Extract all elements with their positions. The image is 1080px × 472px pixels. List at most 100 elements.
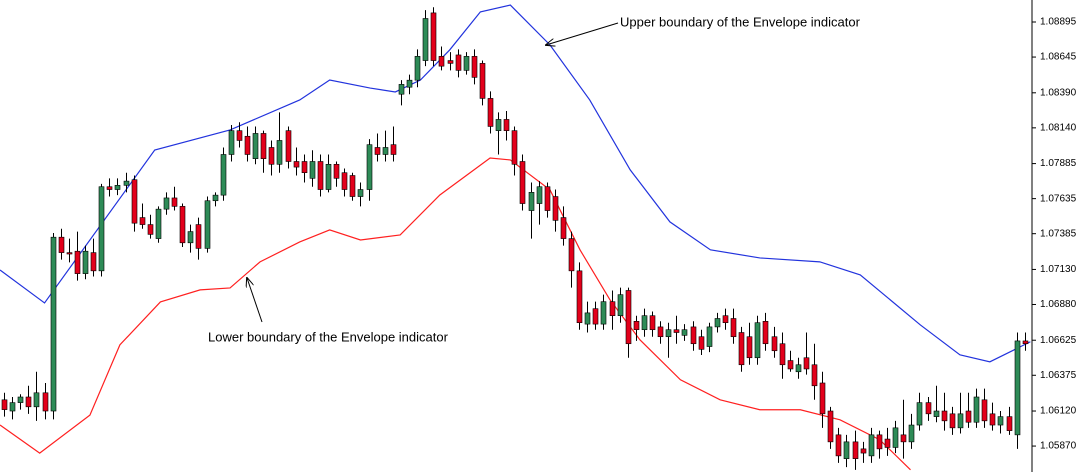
candle-body [925, 402, 932, 415]
candle-body [220, 154, 227, 196]
candle-body [325, 163, 332, 190]
y-tick-label: 1.07635 [1040, 193, 1077, 204]
candle-body [625, 290, 632, 345]
candle-body [544, 186, 551, 211]
candle-body [811, 364, 818, 387]
candle-body [204, 200, 211, 249]
candle-body [495, 119, 502, 131]
candle-body [228, 130, 235, 155]
candle-body [884, 438, 891, 448]
candle-body [1, 399, 8, 410]
candle-body [74, 250, 81, 274]
candle-body [722, 315, 729, 324]
y-tick-label: 1.05870 [1040, 441, 1077, 452]
candle-body [357, 189, 364, 197]
candle-body [779, 343, 786, 366]
candle-body [600, 301, 607, 325]
candle-body [536, 186, 543, 204]
candle-body [139, 217, 146, 225]
candle-body [617, 294, 624, 316]
candle-body [1022, 340, 1029, 345]
candle-body [730, 318, 737, 338]
candle-body [147, 224, 154, 235]
candle-body [438, 56, 445, 67]
candle-body [981, 399, 988, 422]
candle-body [576, 270, 583, 324]
candle-body [835, 434, 842, 457]
candle-body [916, 402, 923, 426]
y-tick-label: 1.08895 [1040, 17, 1077, 28]
candle-body [1014, 340, 1021, 436]
candle-body [317, 161, 324, 190]
candle-body [131, 179, 138, 224]
candle-body [9, 402, 16, 412]
candle-body [374, 147, 381, 155]
candle-body [163, 197, 170, 210]
candle-body [860, 448, 867, 454]
candle-body [503, 119, 510, 131]
candle-body [179, 206, 186, 244]
candle-body [42, 392, 49, 412]
candle-body [908, 424, 915, 443]
candle-body [25, 396, 32, 408]
candle-body [349, 175, 356, 197]
candle-body [382, 147, 389, 155]
candle-body [268, 147, 275, 165]
y-tick-label: 1.06880 [1040, 299, 1077, 310]
candle-body [123, 180, 130, 186]
candle-body [422, 18, 429, 61]
candle-body [681, 329, 688, 336]
candle-body [528, 192, 535, 211]
candle-body [390, 144, 397, 155]
candle-body [754, 322, 761, 359]
y-tick-label: 1.07385 [1040, 228, 1077, 239]
y-tick-label: 1.06625 [1040, 335, 1077, 346]
candle-body [463, 56, 470, 71]
candle-body [333, 163, 340, 179]
candle-body [366, 144, 373, 190]
y-tick-label: 1.07130 [1040, 264, 1077, 275]
candle-body [58, 236, 65, 253]
candle-body [66, 252, 73, 255]
candle-body [471, 56, 478, 78]
candle-body [738, 332, 745, 366]
envelope-lines [0, 4, 1031, 471]
y-tick-label: 1.06375 [1040, 370, 1077, 381]
candle-body [762, 321, 769, 345]
candle-body [276, 140, 283, 165]
candle-body [252, 133, 259, 159]
candle-body [657, 326, 664, 338]
annotation: Upper boundary of the Envelope indicator [620, 14, 861, 29]
candle-body [1006, 416, 1013, 431]
annotation: Lower boundary of the Envelope indicator [208, 329, 449, 344]
candle-body [447, 60, 454, 64]
candle-body [398, 84, 405, 95]
candle-body [949, 413, 956, 429]
candle-body [114, 185, 121, 190]
candle-body [641, 315, 648, 331]
candle-body [584, 312, 591, 325]
candle-body [479, 63, 486, 99]
candle-body [244, 135, 251, 155]
candle-body [260, 133, 267, 159]
candle-body [519, 161, 526, 204]
candle-body [649, 315, 656, 331]
candle-body [690, 326, 697, 345]
candle-body [82, 250, 89, 274]
candle-body [155, 208, 162, 239]
envelope-line [0, 157, 911, 471]
candle-body [698, 336, 705, 350]
candle-body [892, 427, 899, 448]
y-tick-label: 1.08645 [1040, 52, 1077, 63]
envelope-line [0, 4, 1031, 363]
candle-body [706, 326, 713, 347]
candle-body [293, 161, 300, 168]
candle-body [106, 186, 113, 190]
candle-body [212, 194, 219, 202]
candle-body [430, 12, 437, 61]
candle-body [941, 410, 948, 422]
candle-body [301, 161, 308, 174]
candle-body [511, 130, 518, 165]
candle-body [965, 410, 972, 423]
